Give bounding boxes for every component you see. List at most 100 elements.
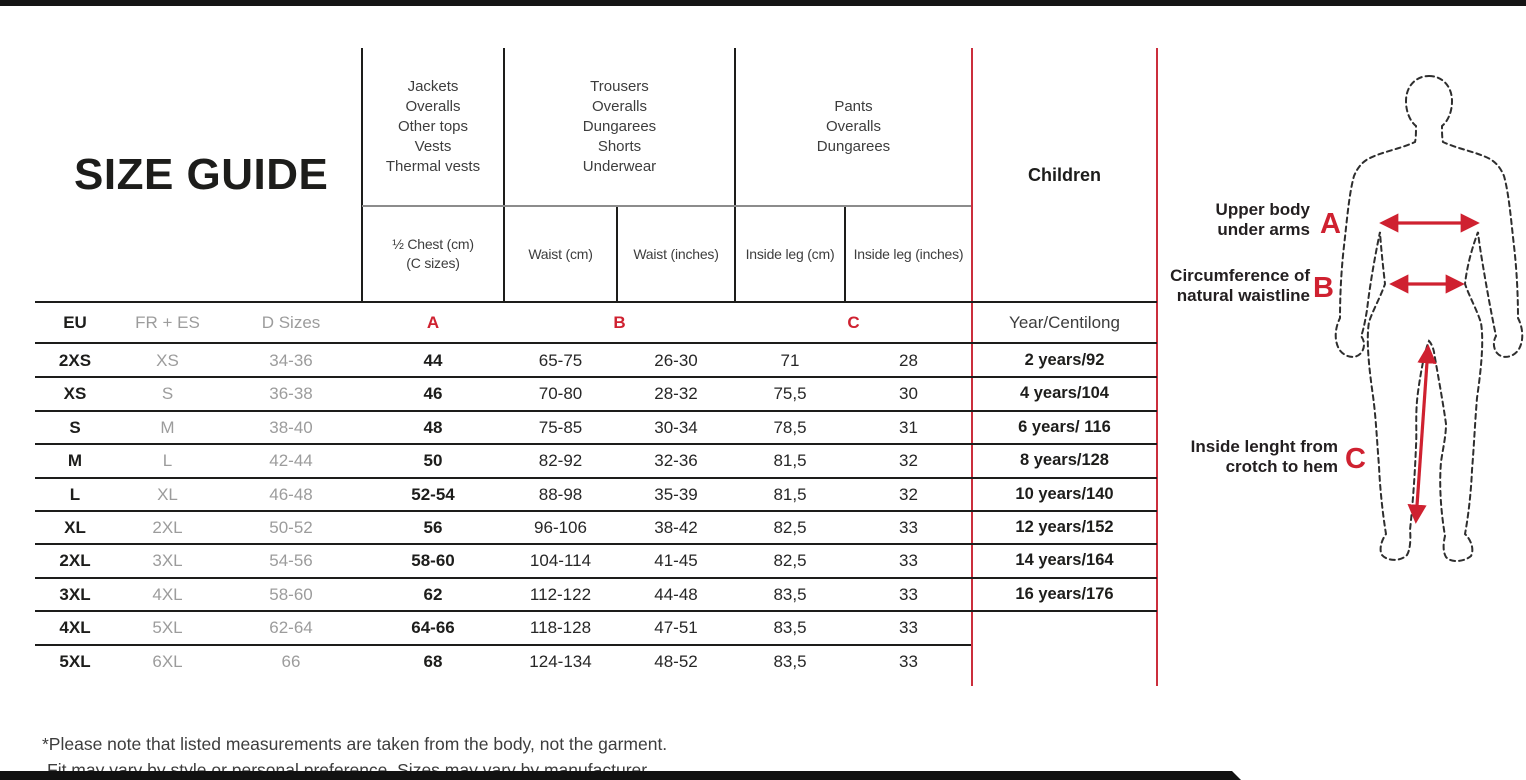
children-red-border-right (1156, 48, 1158, 686)
header-gray-divider (362, 205, 972, 207)
cell-waist-cm: 70-80 (538, 383, 583, 403)
subheader-half-chest: ½ Chest (cm) (C sizes) (392, 236, 474, 271)
measure-arrow-c (1407, 344, 1437, 524)
cell-eu: L (69, 484, 81, 504)
cell-d-sizes: 36-38 (269, 383, 313, 403)
cell-children: 4 years/104 (1019, 384, 1109, 402)
cell-waist-cm: 112-122 (529, 584, 592, 604)
cell-fr-es: XL (157, 484, 178, 504)
table-row: S M 38-40 48 75-85 30-34 78,5 31 6 years… (0, 411, 1526, 444)
cell-children: 8 years/128 (1019, 451, 1109, 469)
table-row: L XL 46-48 52-54 88-98 35-39 81,5 32 10 … (0, 478, 1526, 511)
cell-chest: 44 (423, 350, 443, 370)
cell-leg-cm: 83,5 (773, 617, 807, 637)
cell-d-sizes: 34-36 (269, 350, 313, 370)
top-black-bar (0, 0, 1526, 6)
cell-fr-es: 6XL (152, 651, 183, 671)
cell-eu: XL (64, 517, 86, 537)
cell-children: 16 years/176 (1015, 585, 1114, 603)
label-upper-body: Upper body under arms (1215, 200, 1310, 239)
cell-eu: XS (63, 383, 87, 403)
cell-leg-cm: 82,5 (773, 517, 807, 537)
letter-a: A (1320, 208, 1341, 240)
cell-children: 14 years/164 (1015, 551, 1114, 569)
cell-fr-es: M (160, 417, 175, 437)
cell-eu: 2XL (59, 550, 91, 570)
cell-fr-es: L (162, 450, 173, 470)
cell-leg-in: 33 (899, 517, 918, 537)
body-measurement-figure (1334, 74, 1524, 562)
group-header-trousers: Trousers Overalls Dungarees Shorts Under… (582, 78, 657, 175)
table-row: 2XS XS 34-36 44 65-75 26-30 71 28 2 year… (0, 344, 1526, 377)
cell-waist-cm: 124-134 (529, 651, 592, 671)
row-divider (35, 644, 971, 646)
label-inside-length: Inside lenght from crotch to hem (1190, 437, 1338, 476)
cell-leg-cm: 78,5 (773, 417, 807, 437)
col-title-eu: EU (63, 312, 87, 332)
cell-waist-in: 48-52 (654, 651, 698, 671)
subheader-vline (844, 206, 846, 303)
cell-chest: 52-54 (411, 484, 455, 504)
row-divider (35, 443, 1157, 445)
cell-eu: S (69, 417, 81, 437)
cell-chest: 46 (423, 383, 443, 403)
cell-eu: 5XL (59, 651, 91, 671)
table-row: 3XL 4XL 58-60 62 112-122 44-48 83,5 33 1… (0, 578, 1526, 611)
cell-leg-cm: 81,5 (773, 484, 807, 504)
row-divider (35, 543, 1157, 545)
cell-fr-es: 2XL (152, 517, 183, 537)
cell-waist-cm: 82-92 (538, 450, 583, 470)
cell-leg-cm: 75,5 (773, 383, 807, 403)
cell-waist-in: 38-42 (654, 517, 698, 537)
group-header-tops: Jackets Overalls Other tops Vests Therma… (385, 78, 481, 175)
cell-eu: 3XL (59, 584, 91, 604)
cell-waist-cm: 118-128 (529, 617, 592, 637)
row-divider (35, 477, 1157, 479)
table-row: 5XL 6XL 66 68 124-134 48-52 83,5 33 (0, 645, 1526, 678)
cell-leg-cm: 71 (780, 350, 800, 370)
cell-waist-cm: 96-106 (534, 517, 587, 537)
cell-leg-in: 33 (899, 550, 918, 570)
cell-d-sizes: 58-60 (269, 584, 313, 604)
table-row: M L 42-44 50 82-92 32-36 81,5 32 8 years… (0, 444, 1526, 477)
cell-children: 2 years/92 (1024, 351, 1105, 369)
table-row: 2XL 3XL 54-56 58-60 104-114 41-45 82,5 3… (0, 544, 1526, 577)
cell-chest: 58-60 (411, 550, 455, 570)
subheader-inside-leg-inches: Inside leg (inches) (853, 245, 964, 262)
children-header: Children (1027, 164, 1101, 185)
cell-chest: 56 (423, 517, 443, 537)
cell-children: 10 years/140 (1015, 485, 1114, 503)
cell-leg-in: 28 (899, 350, 918, 370)
cell-chest: 68 (423, 651, 443, 671)
cell-children (972, 645, 1157, 678)
body-outline (1334, 74, 1524, 562)
cell-waist-in: 41-45 (654, 550, 698, 570)
col-title-fr-es: FR + ES (135, 312, 200, 332)
cell-leg-cm: 83,5 (773, 651, 807, 671)
cell-leg-cm: 82,5 (773, 550, 807, 570)
cell-chest: 50 (423, 450, 443, 470)
cell-leg-cm: 81,5 (773, 450, 807, 470)
footnote-line-1: *Please note that listed measurements ar… (42, 734, 668, 754)
subheader-waist-cm: Waist (cm) (528, 245, 593, 262)
label-waistline: Circumference of natural waistline (1170, 266, 1310, 305)
cell-d-sizes: 62-64 (269, 617, 313, 637)
cell-leg-in: 33 (899, 651, 918, 671)
cell-waist-in: 47-51 (654, 617, 698, 637)
cell-leg-in: 33 (899, 617, 918, 637)
table-border-line (35, 342, 1157, 344)
cell-waist-in: 30-34 (654, 417, 698, 437)
col-title-d-sizes: D Sizes (261, 312, 321, 332)
cell-children: 6 years/ 116 (1018, 418, 1111, 436)
cell-eu: M (67, 450, 83, 470)
cell-fr-es: 4XL (152, 584, 183, 604)
cell-fr-es: 5XL (152, 617, 183, 637)
bottom-black-bar (0, 771, 1241, 780)
cell-eu: 4XL (59, 617, 91, 637)
cell-fr-es: S (161, 383, 174, 403)
cell-chest: 48 (423, 417, 443, 437)
table-row: XS S 36-38 46 70-80 28-32 75,5 30 4 year… (0, 377, 1526, 410)
cell-d-sizes: 38-40 (269, 417, 313, 437)
col-title-c: C (847, 312, 860, 332)
